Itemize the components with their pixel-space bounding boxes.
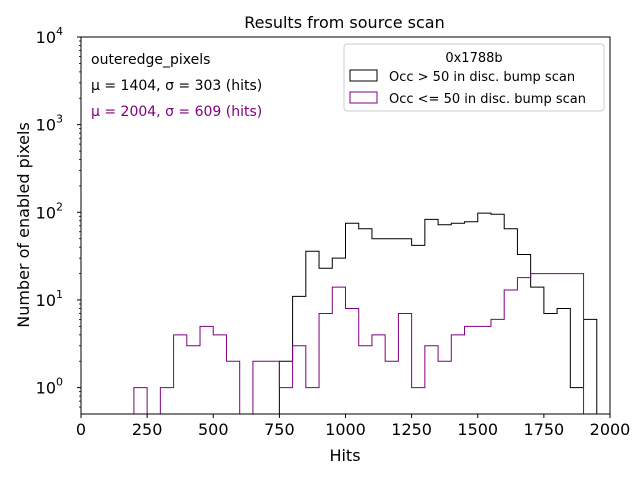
y-tick-label-exponent: 4 <box>56 25 63 38</box>
x-tick-label: 500 <box>198 420 229 439</box>
y-tick-label: 104 <box>36 25 63 47</box>
histogram-series-2 <box>133 273 585 415</box>
x-tick-label: 1250 <box>391 420 432 439</box>
axes-frame <box>80 36 611 415</box>
y-tick-label-base: 10 <box>36 291 56 310</box>
x-tick-label: 2000 <box>590 420 631 439</box>
histogram-series-1 <box>278 212 598 414</box>
y-tick-label: 102 <box>36 200 63 222</box>
y-tick-label: 103 <box>36 113 63 135</box>
y-tick-label-exponent: 2 <box>56 200 63 213</box>
x-axis-label: Hits <box>329 446 360 465</box>
x-axis-ticks: 0 250 500 750 1000 1250 1500 1750 2000 <box>76 414 630 439</box>
y-tick-label-base: 10 <box>36 116 56 135</box>
x-tick-label: 1000 <box>325 420 366 439</box>
chart-title: Results from source scan <box>244 13 444 32</box>
legend-box <box>343 43 605 112</box>
x-tick-label: 0 <box>76 420 86 439</box>
annotation-region-name: outeredge_pixels <box>91 52 210 68</box>
annotations: outeredge_pixels μ = 1404, σ = 303 (hits… <box>91 52 262 120</box>
legend-swatch-series-1 <box>349 69 378 82</box>
x-tick-label: 1500 <box>457 420 498 439</box>
x-tick-label: 750 <box>264 420 295 439</box>
y-tick-label-exponent: 3 <box>56 113 63 126</box>
annotation-stats-purple: μ = 2004, σ = 609 (hits) <box>91 104 262 120</box>
y-tick-label: 101 <box>36 288 63 310</box>
legend-title: 0x1788b <box>445 51 502 66</box>
x-tick-label: 250 <box>132 420 163 439</box>
annotation-stats-black: μ = 1404, σ = 303 (hits) <box>91 78 262 94</box>
y-tick-label-base: 10 <box>36 203 56 222</box>
plot-area <box>133 212 598 415</box>
legend: 0x1788b Occ > 50 in disc. bump scan Occ … <box>343 43 605 112</box>
legend-swatch-series-2 <box>349 91 378 104</box>
y-tick-label-exponent: 0 <box>56 376 63 389</box>
y-axis-label: Number of enabled pixels <box>14 122 33 328</box>
y-tick-label-base: 10 <box>36 379 56 398</box>
y-tick-label-exponent: 1 <box>56 288 63 301</box>
legend-label-series-1: Occ > 50 in disc. bump scan <box>389 70 575 85</box>
x-tick-label: 1750 <box>524 420 565 439</box>
legend-label-series-2: Occ <= 50 in disc. bump scan <box>389 92 586 107</box>
y-tick-label-base: 10 <box>36 28 56 47</box>
y-tick-label: 100 <box>36 376 63 398</box>
